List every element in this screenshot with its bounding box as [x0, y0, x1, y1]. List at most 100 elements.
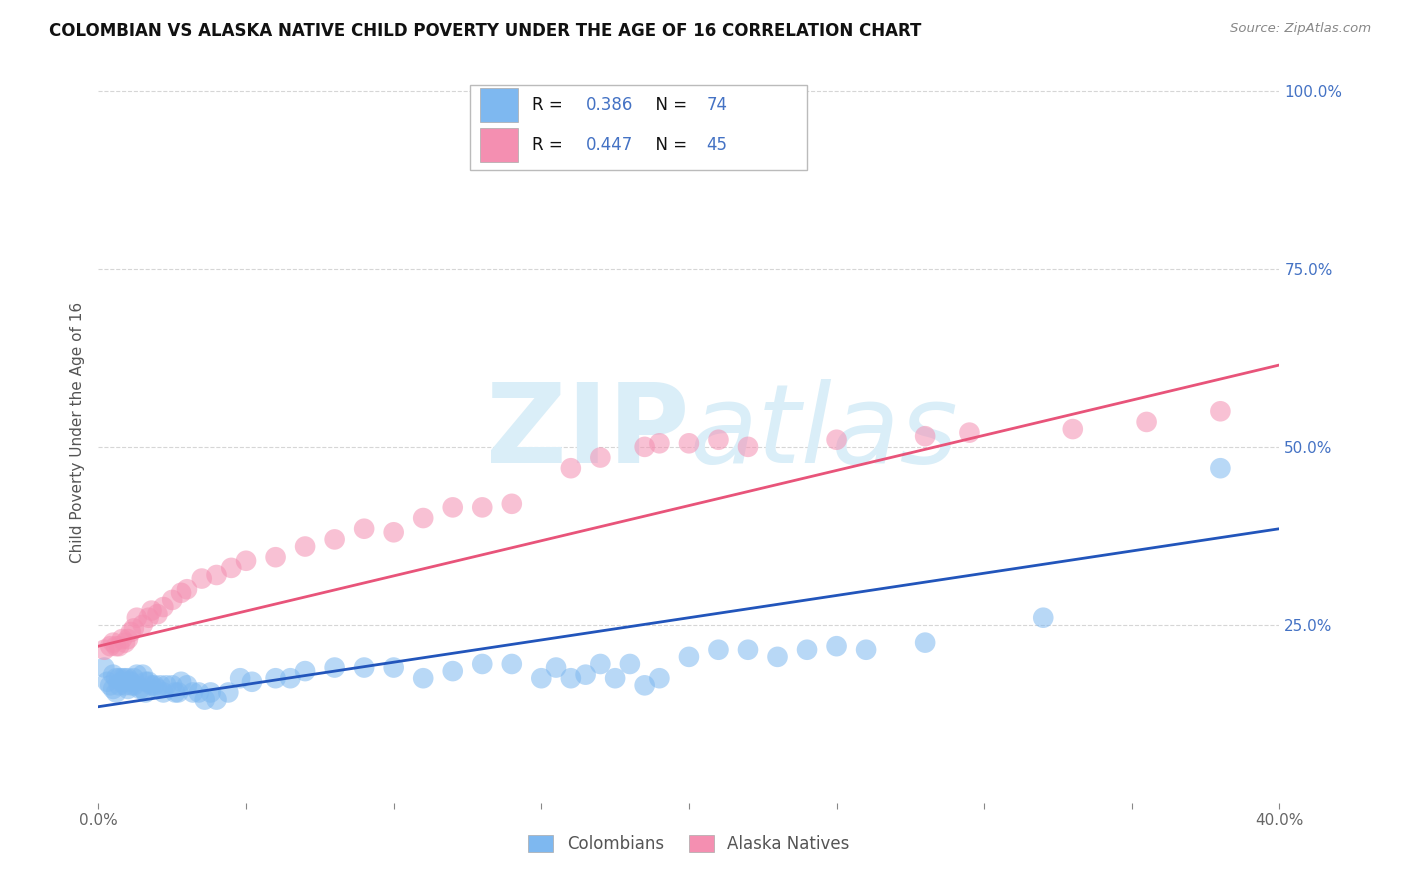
Point	[162, 678, 183, 692]
Point	[181, 685, 204, 699]
Point	[280, 671, 302, 685]
Point	[589, 450, 612, 465]
Point	[176, 678, 198, 692]
FancyBboxPatch shape	[479, 88, 517, 121]
Point	[619, 657, 641, 671]
Text: 0.447: 0.447	[586, 136, 634, 154]
Text: 45: 45	[707, 136, 728, 154]
Text: N =: N =	[645, 96, 693, 114]
Point	[122, 678, 145, 692]
Point	[471, 657, 494, 671]
Text: 0.386: 0.386	[586, 96, 634, 114]
Point	[120, 678, 142, 692]
Text: R =: R =	[531, 96, 568, 114]
Point	[117, 632, 139, 646]
Point	[825, 433, 848, 447]
Point	[264, 550, 287, 565]
Point	[135, 685, 157, 699]
Point	[135, 674, 157, 689]
Point	[546, 660, 568, 674]
Point	[796, 642, 818, 657]
Point	[105, 685, 128, 699]
Point	[471, 500, 494, 515]
Point	[205, 568, 228, 582]
Point	[132, 681, 155, 696]
Point	[146, 681, 169, 696]
Point	[1209, 404, 1232, 418]
Point	[93, 642, 115, 657]
Point	[1209, 461, 1232, 475]
Point	[530, 671, 553, 685]
Point	[353, 660, 375, 674]
Point	[605, 671, 627, 685]
Point	[108, 671, 131, 685]
Point	[117, 671, 139, 685]
Point	[200, 685, 222, 699]
Point	[353, 522, 375, 536]
Point	[98, 639, 121, 653]
Text: atlas: atlas	[689, 379, 957, 486]
Point	[914, 635, 936, 649]
Point	[575, 667, 598, 681]
Point	[634, 440, 657, 454]
Point	[766, 649, 789, 664]
Point	[128, 681, 150, 696]
Point	[105, 671, 128, 685]
Text: R =: R =	[531, 136, 568, 154]
Y-axis label: Child Poverty Under the Age of 16: Child Poverty Under the Age of 16	[69, 302, 84, 563]
Point	[707, 433, 730, 447]
Point	[221, 561, 243, 575]
Point	[146, 607, 169, 622]
Point	[117, 681, 139, 696]
Point	[98, 678, 121, 692]
Point	[501, 497, 523, 511]
Point	[138, 674, 160, 689]
Point	[560, 671, 582, 685]
Point	[205, 692, 228, 706]
FancyBboxPatch shape	[479, 128, 517, 161]
Point	[155, 678, 177, 692]
Point	[114, 671, 136, 685]
Point	[825, 639, 848, 653]
Point	[191, 572, 214, 586]
Point	[441, 500, 464, 515]
Point	[120, 624, 142, 639]
Point	[707, 642, 730, 657]
Point	[143, 678, 166, 692]
Point	[132, 667, 155, 681]
Legend: Colombians, Alaska Natives: Colombians, Alaska Natives	[520, 826, 858, 861]
Point	[125, 667, 148, 681]
Text: 74: 74	[707, 96, 728, 114]
Point	[323, 533, 346, 547]
Point	[170, 586, 193, 600]
Point	[855, 642, 877, 657]
Point	[648, 671, 671, 685]
Point	[229, 671, 252, 685]
Text: ZIP: ZIP	[485, 379, 689, 486]
Point	[1062, 422, 1084, 436]
Point	[114, 635, 136, 649]
Point	[737, 440, 759, 454]
Point	[122, 671, 145, 685]
Text: N =: N =	[645, 136, 693, 154]
Point	[114, 678, 136, 692]
Point	[125, 610, 148, 624]
Point	[167, 685, 190, 699]
Point	[294, 664, 316, 678]
Point	[122, 621, 145, 635]
Point	[382, 525, 405, 540]
Point	[914, 429, 936, 443]
Point	[132, 617, 155, 632]
Point	[165, 685, 187, 699]
Point	[235, 554, 257, 568]
Point	[141, 678, 163, 692]
Point	[111, 674, 134, 689]
Point	[103, 667, 125, 681]
Point	[162, 593, 183, 607]
Point	[93, 660, 115, 674]
Point	[678, 649, 700, 664]
Point	[589, 657, 612, 671]
FancyBboxPatch shape	[471, 85, 807, 169]
Point	[176, 582, 198, 597]
Point	[120, 674, 142, 689]
